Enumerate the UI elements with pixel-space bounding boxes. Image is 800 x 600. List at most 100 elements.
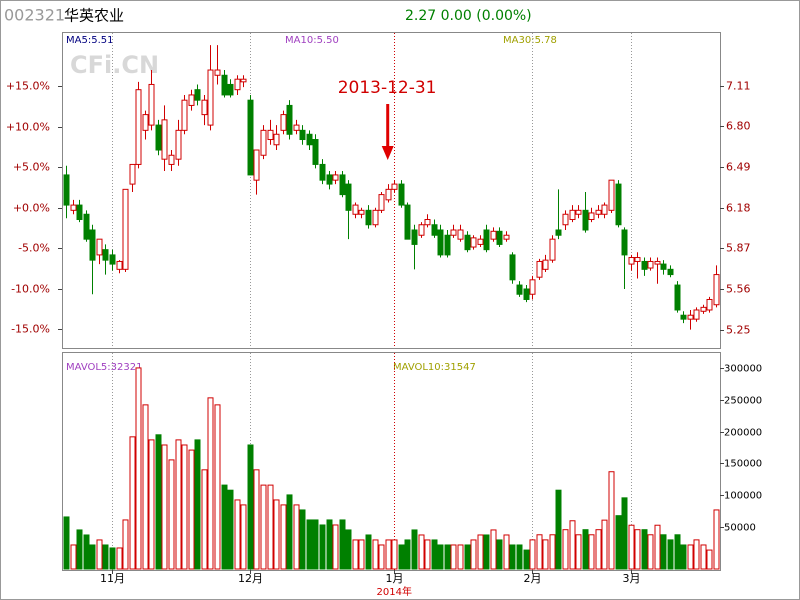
volume-bar (404, 539, 411, 570)
y2-tick-label: +0.0% (13, 202, 50, 215)
volume-bar (496, 539, 503, 570)
candle-body (175, 129, 182, 160)
candle-body (142, 114, 149, 131)
volume-bar (706, 549, 713, 570)
volume-bar (365, 534, 372, 570)
volume-bar (660, 534, 667, 570)
volume-bar (437, 544, 444, 570)
mavol5-label: MAVOL5:32321 (66, 362, 142, 373)
volume-bar (267, 484, 274, 570)
volume-bar (674, 534, 681, 570)
candle-body (201, 99, 208, 116)
volume-bar (693, 539, 700, 570)
candle-body (129, 163, 136, 185)
candle-body (621, 229, 628, 256)
volume-bar (431, 539, 438, 570)
volume-bar (654, 524, 661, 570)
volume-bar (96, 539, 103, 570)
candle-body (575, 209, 582, 215)
candle-body (273, 133, 280, 146)
candle-body (122, 188, 129, 270)
candle-body (372, 209, 379, 226)
volume-bar (680, 544, 687, 570)
candle-body (706, 298, 713, 311)
y-tick-label: 250000 (724, 396, 762, 407)
volume-bar (332, 524, 339, 570)
y-tick-label: 7.11 (726, 80, 751, 93)
candle-body (477, 238, 484, 245)
stock-code: 002321 (4, 6, 65, 25)
x-tick-label: 12月 (238, 572, 263, 585)
volume-bar (76, 529, 83, 570)
volume-bar (536, 534, 543, 570)
volume-bar (286, 494, 293, 570)
candle-body (207, 69, 214, 126)
x-tick-label: 3月 (623, 572, 641, 585)
y-tick-label: 6.49 (726, 161, 751, 174)
volume-bar (667, 539, 674, 570)
candle-body (116, 260, 123, 270)
candle-body (437, 229, 444, 256)
candle-body (398, 183, 405, 206)
candle-body (358, 209, 365, 215)
candle-body (253, 149, 260, 181)
volume-bar (595, 529, 602, 570)
volume-bar (312, 519, 319, 570)
candle-body (260, 129, 267, 156)
volume-bar (615, 515, 622, 570)
volume-bar (148, 439, 155, 570)
candle-body (214, 69, 221, 76)
candle-body (286, 104, 293, 135)
volume-bar (601, 519, 608, 570)
candle-body (96, 238, 103, 256)
volume-bar (628, 524, 635, 570)
volume-bar (247, 444, 254, 570)
volume-bar (188, 449, 195, 570)
volume-bar (253, 469, 260, 570)
volume-bar (621, 497, 628, 570)
volume-bar (240, 504, 247, 570)
candle-body (326, 174, 333, 185)
y-tick-label: 5.87 (726, 242, 751, 255)
volume-bar (647, 534, 654, 570)
ma30-label: MA30:5.78 (503, 35, 557, 46)
candle-body (444, 234, 451, 256)
candle-body (674, 284, 681, 311)
annotation-arrowhead (381, 146, 394, 160)
candle-body (221, 74, 228, 96)
candle-body (601, 204, 608, 215)
volume-bar (306, 519, 313, 570)
candle-body (628, 257, 635, 265)
volume-bar (641, 529, 648, 570)
candle-body (188, 94, 195, 106)
candle-body (102, 249, 109, 261)
volume-bar (398, 544, 405, 570)
volume-bar (457, 544, 464, 570)
candle-body (76, 204, 83, 221)
candle-body (464, 234, 471, 251)
candle-body (168, 154, 175, 165)
candle-body (404, 204, 411, 240)
y2-tick-label: +10.0% (6, 121, 50, 134)
candle-body (569, 209, 576, 221)
volume-bar (713, 509, 720, 570)
candle-body (641, 260, 648, 270)
x-tick-label: 1月 (386, 572, 404, 585)
annotation: 2013-12-31 (338, 78, 437, 98)
volume-bar (483, 534, 490, 570)
volume-bar (89, 544, 96, 570)
volume-bar (555, 489, 562, 570)
candle-body (647, 260, 654, 269)
volume-bar (293, 504, 300, 570)
y2-tick-label: +15.0% (6, 80, 50, 93)
volume-bar (509, 544, 516, 570)
volume-bar (207, 397, 214, 570)
candle-body (608, 179, 615, 211)
candle-body (457, 229, 464, 240)
candle-body (155, 124, 162, 151)
candle-body (490, 230, 497, 240)
y-tick-label: 6.80 (726, 120, 751, 133)
candle-body (555, 229, 562, 236)
year-label: 2014年 (377, 585, 412, 598)
candle-body (391, 183, 398, 190)
